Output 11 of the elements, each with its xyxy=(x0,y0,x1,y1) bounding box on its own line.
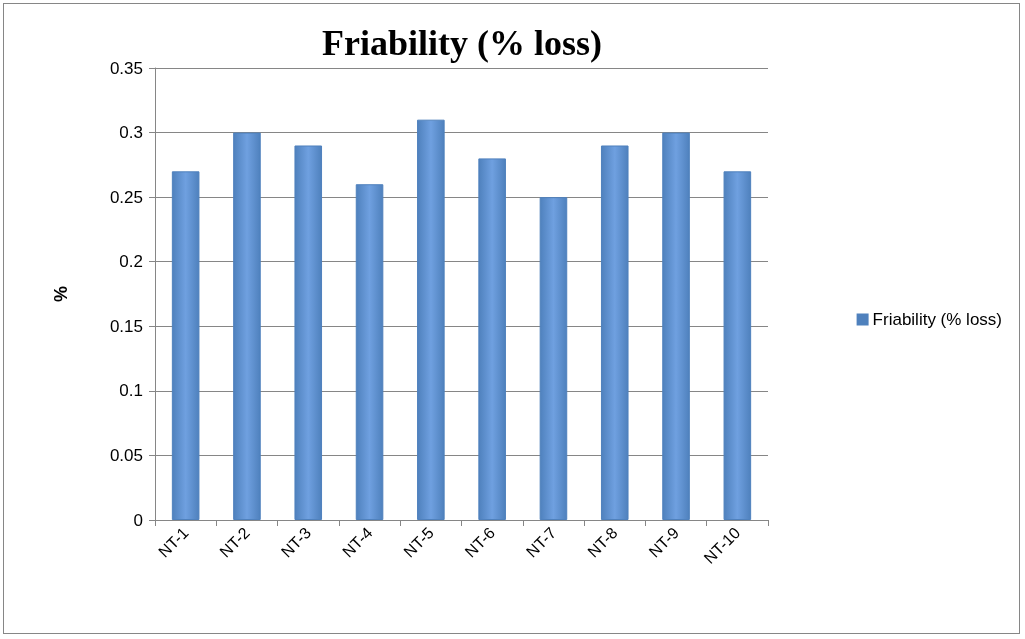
legend-label: Friability (% loss) xyxy=(872,310,1003,329)
y-tick-label: 0.3 xyxy=(119,123,143,143)
y-tick-label: 0.2 xyxy=(119,252,143,272)
y-tick-label: 0.25 xyxy=(109,187,143,207)
y-tick-label: 0.05 xyxy=(109,445,143,465)
y-tick-label: 0.1 xyxy=(119,381,143,401)
y-tick-label: 0.15 xyxy=(109,316,143,336)
y-tick-label: 0 xyxy=(133,510,143,530)
y-tick-label: 0.35 xyxy=(109,58,143,78)
chart-title: Friability (% loss) xyxy=(322,23,602,63)
y-axis-title: % xyxy=(51,285,71,303)
